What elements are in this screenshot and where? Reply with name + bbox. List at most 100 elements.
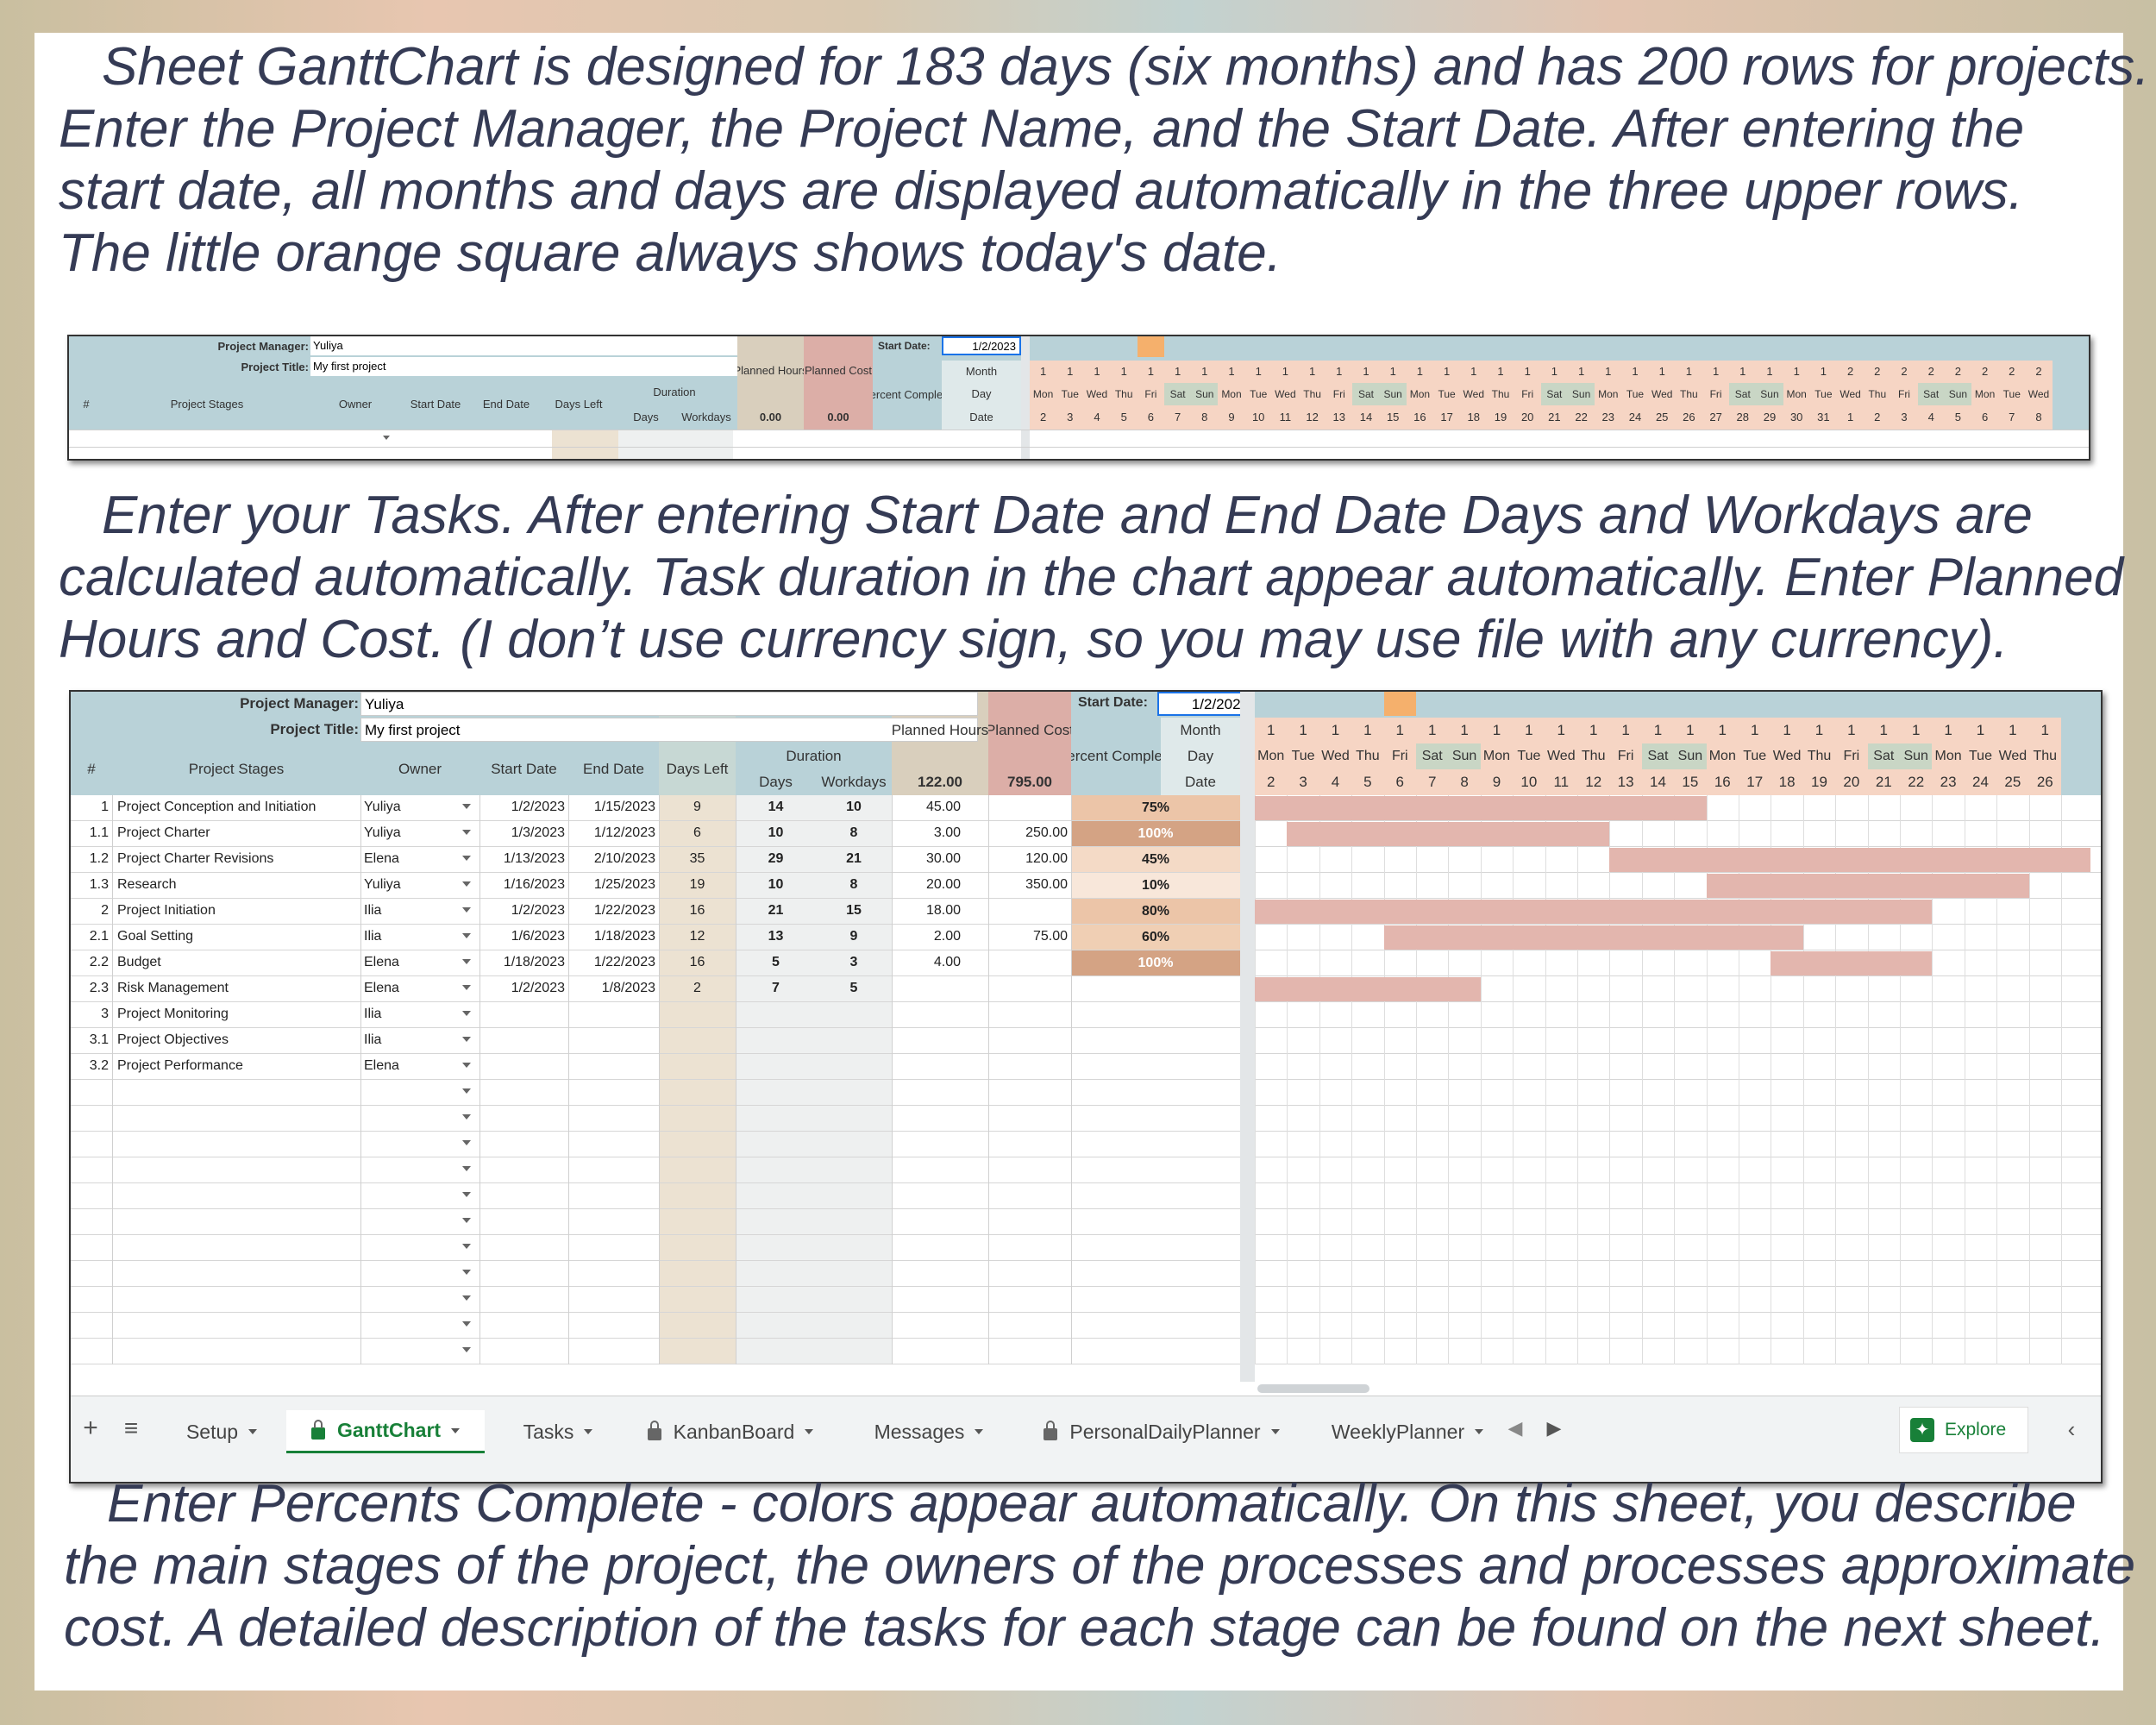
row-stage[interactable]: Project Objectives — [117, 1032, 229, 1047]
row-start-date[interactable]: 1/18/2023 — [503, 955, 565, 969]
row-cost[interactable] — [988, 955, 1068, 974]
owner-dropdown-icon[interactable] — [462, 830, 471, 835]
owner-dropdown-icon[interactable] — [462, 907, 471, 913]
row-end-date[interactable]: 1/25/2023 — [593, 877, 655, 892]
row-stage[interactable]: Goal Setting — [117, 929, 194, 944]
row-hours[interactable]: 2.00 — [933, 929, 961, 944]
tab-personaldailyplanner[interactable]: PersonalDailyPlanner — [1019, 1410, 1304, 1453]
owner-dropdown-icon[interactable] — [462, 1063, 471, 1068]
row-cost[interactable]: 350.00 — [1025, 877, 1068, 892]
row-owner[interactable]: Elena — [364, 1058, 399, 1073]
scroll-right-icon[interactable]: ▶ — [1546, 1416, 1562, 1439]
row-end-date[interactable]: 1/22/2023 — [593, 903, 655, 918]
row-start-date[interactable]: 1/13/2023 — [503, 851, 565, 866]
owner-dropdown-icon[interactable] — [462, 1011, 471, 1016]
start-date-field[interactable]: 1/2/2023 — [942, 336, 1021, 355]
row-hours[interactable]: 18.00 — [925, 903, 961, 918]
horizontal-scrollbar[interactable] — [1257, 1384, 1369, 1393]
row-hours[interactable]: 45.00 — [925, 800, 961, 814]
owner-dropdown-icon[interactable] — [462, 1270, 471, 1275]
row-stage[interactable]: Project Conception and Initiation — [117, 800, 317, 814]
row-owner[interactable]: Elena — [364, 955, 399, 969]
owner-dropdown-icon[interactable] — [462, 1166, 471, 1171]
row-hours[interactable]: 20.00 — [925, 877, 961, 892]
row-end-date[interactable]: 1/22/2023 — [593, 955, 655, 969]
scroll-left-icon[interactable]: ◀ — [1507, 1416, 1523, 1439]
row-end-date[interactable] — [568, 1032, 655, 1051]
row-stage[interactable]: Budget — [117, 955, 161, 969]
row-owner[interactable]: Ilia — [364, 1032, 382, 1047]
row-start-date[interactable]: 1/2/2023 — [511, 903, 565, 918]
row-cost[interactable]: 75.00 — [1032, 929, 1068, 944]
row-start-date[interactable]: 1/2/2023 — [511, 800, 565, 814]
manager-field[interactable]: Yuliya — [310, 336, 737, 355]
title-field[interactable]: My first project — [360, 718, 978, 742]
row-cost[interactable]: 120.00 — [1025, 851, 1068, 866]
explore-button[interactable]: ✦ Explore — [1899, 1407, 2028, 1453]
row-start-date[interactable] — [479, 1058, 565, 1077]
row-stage[interactable]: Research — [117, 877, 177, 892]
row-end-date[interactable]: 2/10/2023 — [593, 851, 655, 866]
owner-dropdown-icon[interactable] — [462, 1037, 471, 1042]
manager-field[interactable]: Yuliya — [360, 692, 978, 716]
row-stage[interactable]: Project Monitoring — [117, 1007, 229, 1021]
row-end-date[interactable]: 1/8/2023 — [601, 981, 655, 995]
row-hours[interactable]: 3.00 — [933, 825, 961, 840]
row-cost[interactable] — [988, 1007, 1068, 1026]
row-hours[interactable] — [892, 1058, 961, 1077]
row-cost[interactable] — [988, 1058, 1068, 1077]
tab-setup[interactable]: Setup — [166, 1410, 278, 1453]
row-end-date[interactable] — [568, 1058, 655, 1077]
row-cost[interactable] — [988, 903, 1068, 922]
owner-dropdown-icon[interactable] — [462, 985, 471, 990]
row-percent[interactable]: 80% — [1071, 899, 1240, 924]
owner-dropdown-icon[interactable] — [462, 1321, 471, 1327]
add-sheet-icon[interactable]: + — [83, 1414, 98, 1442]
row-hours[interactable]: 30.00 — [925, 851, 961, 866]
row-end-date[interactable]: 1/18/2023 — [593, 929, 655, 944]
row-percent[interactable]: 75% — [1071, 795, 1240, 820]
row-owner[interactable]: Elena — [364, 981, 399, 995]
row-percent[interactable]: 100% — [1071, 950, 1240, 975]
row-percent[interactable]: 45% — [1071, 847, 1240, 872]
owner-dropdown-icon[interactable] — [462, 1140, 471, 1145]
owner-dropdown-icon[interactable] — [462, 881, 471, 887]
row-cost[interactable]: 250.00 — [1025, 825, 1068, 840]
row-stage[interactable]: Project Charter — [117, 825, 210, 840]
row-owner[interactable]: Ilia — [364, 1007, 382, 1021]
tab-weeklyplanner[interactable]: WeeklyPlanner — [1313, 1410, 1502, 1453]
row-hours[interactable] — [892, 1032, 961, 1051]
start-date-field[interactable]: 1/2/2023 — [1157, 692, 1254, 716]
row-end-date[interactable]: 1/12/2023 — [593, 825, 655, 840]
row-stage[interactable]: Risk Management — [117, 981, 229, 995]
row-owner[interactable]: Yuliya — [364, 800, 401, 814]
row-hours[interactable] — [892, 981, 961, 1000]
row-owner[interactable]: Yuliya — [364, 877, 401, 892]
row-owner[interactable]: Elena — [364, 851, 399, 866]
row-start-date[interactable] — [479, 1007, 565, 1026]
row-percent[interactable]: 10% — [1071, 873, 1240, 898]
owner-dropdown-icon[interactable] — [462, 1244, 471, 1249]
row-owner[interactable]: Ilia — [364, 929, 382, 944]
row-stage[interactable]: Project Performance — [117, 1058, 243, 1073]
row-end-date[interactable] — [568, 1007, 655, 1026]
owner-dropdown-icon[interactable] — [462, 1218, 471, 1223]
all-sheets-icon[interactable]: ≡ — [123, 1414, 139, 1442]
tab-messages[interactable]: Messages — [847, 1410, 1011, 1453]
row-hours[interactable] — [892, 1007, 961, 1026]
owner-dropdown-icon[interactable] — [462, 1192, 471, 1197]
tab-tasks[interactable]: Tasks — [502, 1410, 614, 1453]
owner-dropdown-icon[interactable] — [462, 933, 471, 938]
row-start-date[interactable]: 1/6/2023 — [511, 929, 565, 944]
row-stage[interactable]: Project Initiation — [117, 903, 216, 918]
row-percent[interactable]: 60% — [1071, 925, 1240, 950]
row-start-date[interactable]: 1/3/2023 — [511, 825, 565, 840]
row-end-date[interactable]: 1/15/2023 — [593, 800, 655, 814]
row-cost[interactable] — [988, 800, 1068, 819]
tab-ganttchart[interactable]: GanttChart — [286, 1410, 485, 1453]
owner-dropdown-icon[interactable] — [462, 1114, 471, 1120]
title-field[interactable]: My first project — [310, 357, 737, 376]
row-stage[interactable]: Project Charter Revisions — [117, 851, 274, 866]
row-percent[interactable]: 100% — [1071, 821, 1240, 846]
owner-dropdown-icon[interactable] — [383, 436, 390, 440]
